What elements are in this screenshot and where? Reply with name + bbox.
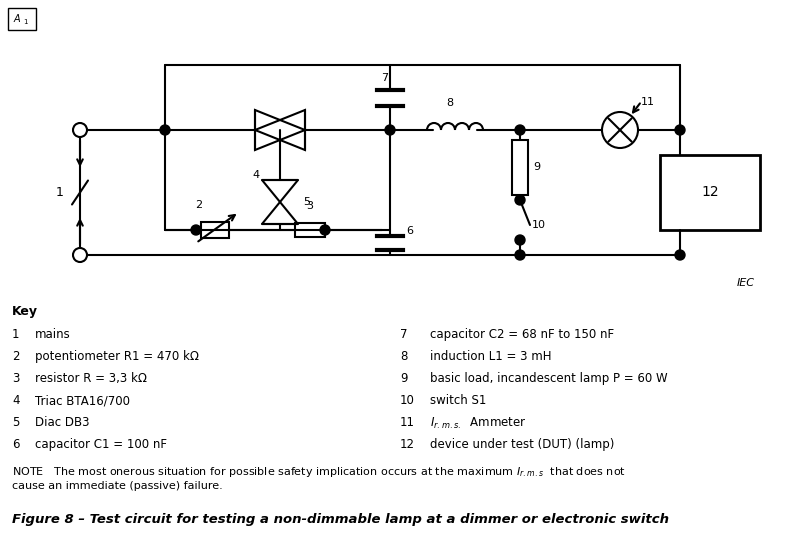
- Text: 5: 5: [12, 416, 19, 429]
- Bar: [201, 222, 229, 238]
- Circle shape: [515, 195, 525, 205]
- Text: switch S1: switch S1: [430, 394, 487, 407]
- Text: potentiometer R1 = 470 kΩ: potentiometer R1 = 470 kΩ: [35, 350, 199, 363]
- Circle shape: [320, 225, 330, 235]
- Text: induction L1 = 3 mH: induction L1 = 3 mH: [430, 350, 551, 363]
- Text: 11: 11: [641, 97, 655, 107]
- Text: 2: 2: [196, 200, 203, 210]
- Text: 3: 3: [307, 201, 313, 211]
- Text: A: A: [14, 14, 21, 24]
- Circle shape: [160, 125, 170, 135]
- Circle shape: [73, 248, 87, 262]
- Circle shape: [515, 250, 525, 260]
- Text: 1: 1: [23, 19, 27, 25]
- Text: basic load, incandescent lamp P = 60 W: basic load, incandescent lamp P = 60 W: [430, 372, 668, 385]
- Bar: [8, 8, 36, 30]
- Text: capacitor C1 = 100 nF: capacitor C1 = 100 nF: [35, 438, 167, 451]
- Text: resistor R = 3,3 kΩ: resistor R = 3,3 kΩ: [35, 372, 147, 385]
- Text: 9: 9: [533, 162, 540, 172]
- Bar: [295, 223, 325, 237]
- Text: 4: 4: [252, 170, 260, 180]
- Text: 12: 12: [702, 185, 719, 200]
- Circle shape: [385, 125, 395, 135]
- Circle shape: [675, 125, 685, 135]
- Text: 10: 10: [532, 220, 546, 230]
- Text: 5: 5: [303, 197, 310, 207]
- Text: 3: 3: [12, 372, 19, 385]
- Text: NOTE   The most onerous situation for possible safety implication occurs at the : NOTE The most onerous situation for poss…: [12, 465, 626, 491]
- Text: 10: 10: [400, 394, 415, 407]
- Text: 8: 8: [447, 98, 454, 108]
- Text: 1: 1: [56, 186, 64, 199]
- Text: 12: 12: [400, 438, 415, 451]
- Text: 9: 9: [400, 372, 407, 385]
- Text: 6: 6: [406, 225, 413, 235]
- Circle shape: [515, 125, 525, 135]
- Text: Diac DB3: Diac DB3: [35, 416, 89, 429]
- Circle shape: [515, 235, 525, 245]
- Text: 1: 1: [12, 328, 19, 341]
- Text: 7: 7: [381, 73, 388, 83]
- Text: 2: 2: [12, 350, 19, 363]
- Text: IEC: IEC: [737, 278, 755, 288]
- Text: 7: 7: [400, 328, 407, 341]
- Text: 4: 4: [12, 394, 19, 407]
- Circle shape: [675, 250, 685, 260]
- Bar: [512, 140, 528, 195]
- Circle shape: [191, 225, 201, 235]
- Text: mains: mains: [35, 328, 71, 341]
- Bar: [660, 155, 760, 230]
- Text: 11: 11: [400, 416, 415, 429]
- Text: Triac BTA16/700: Triac BTA16/700: [35, 394, 130, 407]
- Text: Figure 8 – Test circuit for testing a non-dimmable lamp at a dimmer or electroni: Figure 8 – Test circuit for testing a no…: [12, 513, 669, 526]
- Text: $I_{r.m.s.}$  Ammeter: $I_{r.m.s.}$ Ammeter: [430, 416, 527, 431]
- Circle shape: [73, 123, 87, 137]
- Text: device under test (DUT) (lamp): device under test (DUT) (lamp): [430, 438, 614, 451]
- Text: 6: 6: [12, 438, 19, 451]
- Text: capacitor C2 = 68 nF to 150 nF: capacitor C2 = 68 nF to 150 nF: [430, 328, 614, 341]
- Text: 8: 8: [400, 350, 407, 363]
- Text: Key: Key: [12, 305, 38, 318]
